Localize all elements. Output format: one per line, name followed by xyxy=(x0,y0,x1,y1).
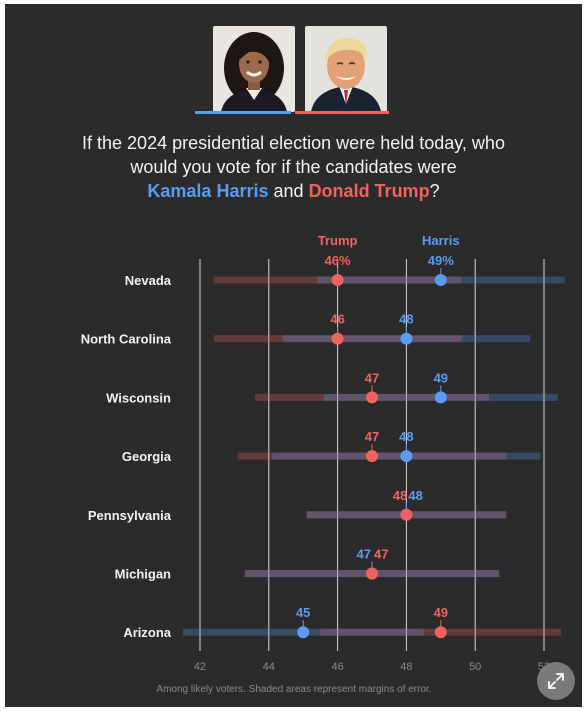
harris-value-label: 45 xyxy=(296,605,310,620)
trump-value-label: 46 xyxy=(330,312,344,327)
harris-value-label: 48 xyxy=(399,312,413,327)
trump-dot xyxy=(400,508,413,521)
x-tick-label: 50 xyxy=(469,661,481,673)
expand-arrows-icon xyxy=(548,673,564,689)
donald-trump-portrait xyxy=(305,26,387,112)
question-connector: and xyxy=(273,181,304,201)
x-tick-label: 42 xyxy=(194,661,206,673)
harris-dot xyxy=(400,332,413,345)
harris-dot xyxy=(297,626,310,639)
harris-dot xyxy=(434,274,447,286)
trump-value-label: 49 xyxy=(434,605,448,620)
kamala-harris-portrait xyxy=(213,26,295,112)
harris-color-underline xyxy=(195,111,291,114)
state-label: North Carolina xyxy=(81,332,172,347)
trump-dot xyxy=(434,626,447,639)
trump-value-label: 46% xyxy=(325,253,351,268)
swing-state-dot-chart: 424446485052TrumpHarrisNevada46%49%North… xyxy=(81,233,565,695)
graphic-container: If the 2024 presidential election were h… xyxy=(5,4,582,707)
harris-dot xyxy=(434,391,447,404)
state-label: Wisconsin xyxy=(106,390,171,405)
trump-dot xyxy=(366,450,378,463)
trump-dot xyxy=(331,274,344,286)
state-label: Nevada xyxy=(125,273,172,288)
harris-value-label: 47 xyxy=(357,547,371,562)
legend-harris: Harris xyxy=(422,233,460,248)
trump-dot xyxy=(366,567,378,580)
state-label: Michigan xyxy=(115,567,171,582)
harris-name: Kamala Harris xyxy=(147,181,269,201)
chart-footnote: Among likely voters. Shaded areas repres… xyxy=(156,684,431,695)
trump-value-label: 48 xyxy=(393,488,407,503)
expand-button[interactable] xyxy=(537,662,575,700)
question-line-2: would you vote for if the candidates wer… xyxy=(130,157,457,177)
survey-question: If the 2024 presidential election were h… xyxy=(5,131,582,203)
x-tick-label: 44 xyxy=(263,661,275,673)
state-label: Arizona xyxy=(123,625,171,640)
trump-value-label: 47 xyxy=(365,370,379,385)
harris-value-label: 49 xyxy=(434,370,448,385)
harris-value-label: 48 xyxy=(399,429,413,444)
state-label: Georgia xyxy=(122,449,172,464)
x-tick-label: 48 xyxy=(400,661,412,673)
question-line-1: If the 2024 presidential election were h… xyxy=(82,133,505,153)
harris-value-label: 48 xyxy=(408,488,422,503)
x-tick-label: 46 xyxy=(331,661,343,673)
trump-color-underline xyxy=(295,111,389,114)
legend-trump: Trump xyxy=(318,233,358,248)
trump-dot xyxy=(331,332,344,345)
trump-name: Donald Trump xyxy=(308,181,430,201)
question-mark: ? xyxy=(429,181,440,201)
question-line-3: Kamala Harris and Donald Trump? xyxy=(5,179,582,203)
trump-value-label: 47 xyxy=(365,429,379,444)
harris-value-label: 49% xyxy=(428,253,454,268)
trump-value-label: 47 xyxy=(374,547,388,562)
state-label: Pennsylvania xyxy=(88,508,172,523)
trump-dot xyxy=(366,391,378,404)
harris-dot xyxy=(400,450,413,463)
